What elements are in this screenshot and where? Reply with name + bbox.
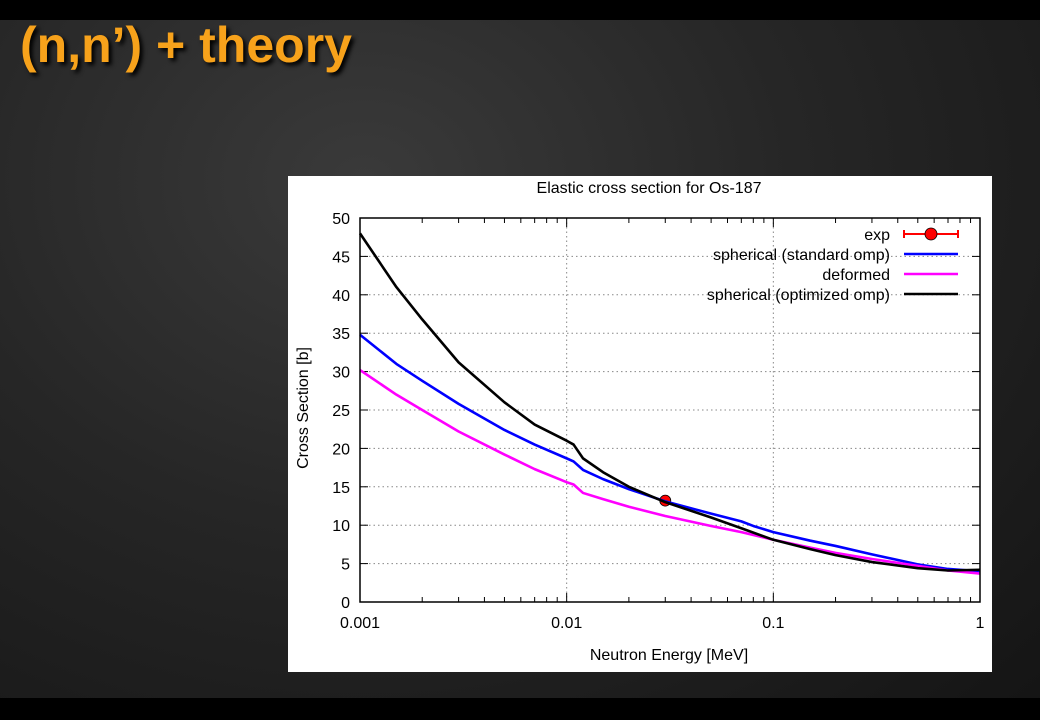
- y-axis-label: Cross Section [b]: [295, 347, 312, 469]
- bottom-bar: [0, 698, 1040, 720]
- legend-marker: [924, 227, 938, 241]
- y-tick-label: 30: [332, 365, 350, 382]
- y-tick-label: 25: [332, 403, 350, 420]
- series-lines: [358, 232, 981, 575]
- plot-frame: [359, 217, 981, 603]
- x-tick-label: 0.001: [340, 615, 380, 632]
- legend: exp spherical (standard omp) deformed spher…: [707, 227, 959, 304]
- y-tick-label: 0: [341, 595, 350, 612]
- series-line: [359, 368, 981, 575]
- y-tick-label: 50: [332, 211, 350, 228]
- series-line: [359, 333, 981, 573]
- chart: 0 5 10 15 20 25 30 35 40 45 50 0.001 0.01 0.1 1 exp sph…: [295, 180, 985, 664]
- x-tick-label: 1: [976, 615, 985, 632]
- legend-label: spherical (standard omp): [713, 247, 890, 264]
- x-axis-label: Neutron Energy [MeV]: [590, 647, 748, 664]
- grid-lines: [360, 218, 980, 602]
- legend-label: deformed: [822, 267, 890, 284]
- y-tick-label: 15: [332, 480, 350, 497]
- chart-panel: 0 5 10 15 20 25 30 35 40 45 50 0.001 0.01 0.1 1 exp sph…: [288, 176, 992, 672]
- y-tick-label: 35: [332, 326, 350, 343]
- y-tick-label: 5: [341, 557, 350, 574]
- y-tick-label: 10: [332, 518, 350, 535]
- legend-label: spherical (optimized omp): [707, 287, 890, 304]
- y-tick-label: 20: [332, 441, 350, 458]
- slide-title: (n,n’) + theory: [20, 17, 352, 73]
- y-tick-label: 40: [332, 288, 350, 305]
- y-tick-label: 45: [332, 249, 350, 266]
- x-tick-label: 0.1: [762, 615, 784, 632]
- top-bar: [0, 0, 1040, 20]
- tick-labels: 0 5 10 15 20 25 30 35 40 45 50 0.001 0.01 0.1 1: [332, 211, 984, 632]
- series-line: [358, 232, 981, 572]
- chart-title: Elastic cross section for Os-187: [537, 180, 762, 197]
- legend-label: exp: [864, 227, 890, 244]
- x-tick-label: 0.01: [551, 615, 582, 632]
- axis-ticks: [359, 217, 981, 603]
